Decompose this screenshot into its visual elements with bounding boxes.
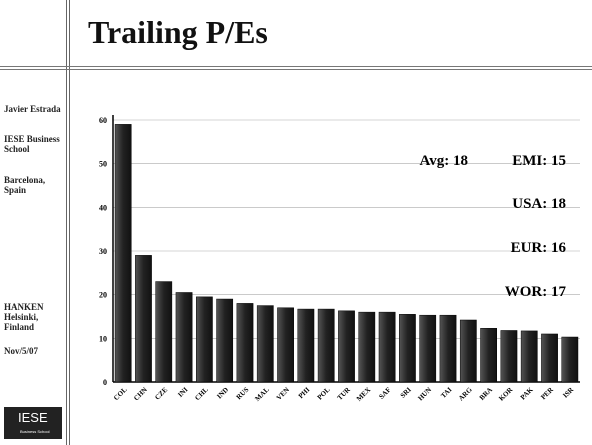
divider (66, 0, 67, 445)
bar (378, 311, 396, 383)
annotation: EUR: 16 (511, 240, 567, 256)
bar (277, 307, 294, 383)
y-tick-label: 60 (99, 116, 107, 125)
x-tick-label: IND (215, 386, 230, 401)
y-tick-label: 30 (99, 247, 107, 256)
logo: IESE Business School (4, 407, 62, 439)
bar (175, 292, 193, 383)
x-tick-label: MEX (355, 386, 372, 403)
y-tick-label: 40 (99, 203, 107, 212)
logo-subtitle: Business School (20, 429, 50, 434)
x-tick-label: HUN (416, 386, 433, 403)
bar (500, 330, 518, 383)
y-tick-label: 10 (99, 334, 107, 343)
date: Nov/5/07 (4, 346, 39, 356)
bar (135, 255, 152, 383)
bar (236, 303, 254, 383)
bar (561, 336, 579, 383)
x-tick-label: ISR (561, 385, 576, 400)
x-tick-label: CHN (132, 386, 149, 403)
bar (317, 308, 335, 383)
bar (256, 305, 274, 383)
bar (338, 310, 355, 383)
city: Barcelona, Spain (4, 175, 46, 195)
school: IESE Business School (4, 134, 60, 154)
bar (439, 314, 457, 383)
y-tick-label: 50 (99, 160, 107, 169)
x-tick-label: MAL (253, 386, 270, 403)
divider (69, 0, 70, 445)
slide-title: Trailing P/Es (88, 14, 268, 50)
bar (297, 308, 315, 383)
bar (216, 298, 234, 383)
x-tick-label: POL (316, 386, 332, 402)
x-tick-label: INI (176, 386, 189, 399)
bar (358, 311, 376, 383)
x-tick-label: KOR (497, 385, 515, 403)
bar (520, 330, 538, 383)
bar (459, 319, 477, 383)
x-tick-label: COL (112, 386, 129, 403)
x-tick-label: VEN (275, 386, 291, 402)
author: Javier Estrada (4, 104, 61, 114)
bar (480, 328, 498, 383)
bar (114, 124, 132, 383)
visit: HANKEN Helsinki, Finland (4, 302, 44, 332)
x-tick-label: CZE (153, 386, 169, 402)
x-tick-label: SRI (399, 386, 413, 400)
bar (195, 296, 213, 383)
bar (399, 314, 416, 383)
divider (0, 66, 592, 67)
x-tick-label: SAF (378, 386, 393, 401)
x-tick-label: PAK (519, 385, 535, 401)
annotation: USA: 18 (512, 196, 566, 212)
bar (419, 314, 437, 383)
x-tick-label: TUR (336, 385, 353, 402)
bar (541, 333, 558, 383)
x-tick-label: PHI (297, 386, 312, 401)
sidebar: Javier Estrada IESE Business School Barc… (0, 0, 66, 445)
annotation: Avg: 18 (420, 153, 468, 169)
bar (155, 281, 173, 383)
x-tick-label: CHL (193, 386, 210, 403)
x-tick-label: PER (539, 385, 555, 401)
logo-name: IESE (18, 410, 48, 425)
x-tick-label: ARG (457, 385, 474, 402)
annotation: EMI: 15 (512, 153, 566, 169)
annotation: WOR: 17 (505, 284, 567, 300)
x-tick-label: BRA (478, 386, 494, 402)
y-tick-label: 0 (103, 378, 107, 387)
divider (0, 69, 592, 70)
y-tick-label: 20 (99, 291, 107, 300)
x-tick-label: RUS (235, 386, 251, 402)
x-tick-label: TAI (439, 386, 453, 400)
